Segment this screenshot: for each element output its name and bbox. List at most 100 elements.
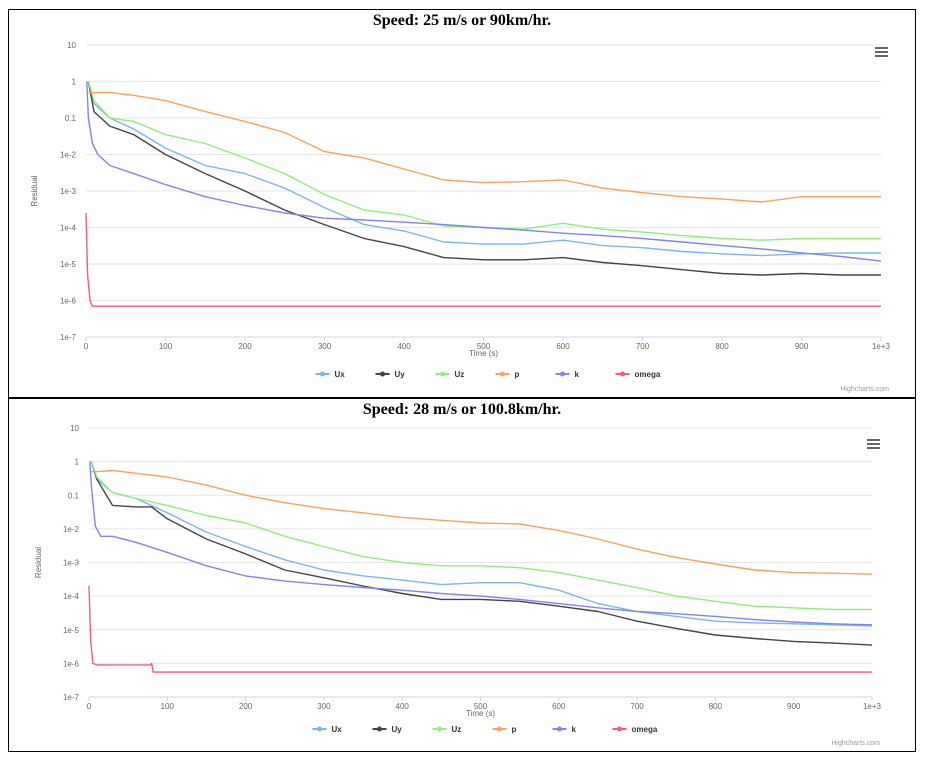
legend-label: p <box>512 725 517 734</box>
x-tick-label: 600 <box>556 342 570 351</box>
legend-label: omega <box>632 725 658 734</box>
legend-label: Uz <box>452 725 462 734</box>
x-tick-label: 100 <box>161 702 175 711</box>
series-line-k[interactable] <box>89 461 873 626</box>
y-tick-label: 1e-7 <box>60 333 77 342</box>
credits-link[interactable]: Highcharts.com <box>831 740 880 747</box>
hamburger-menu-icon[interactable] <box>875 47 888 57</box>
series-line-ux[interactable] <box>90 461 873 627</box>
y-tick-label: 1e-3 <box>63 559 80 568</box>
x-tick-label: 300 <box>317 702 331 711</box>
legend-swatch-marker <box>377 726 382 732</box>
y-tick-label: 1 <box>72 78 77 87</box>
x-tick-label: 1e+3 <box>872 342 891 351</box>
series-line-omega[interactable] <box>85 212 881 307</box>
x-tick-label: 400 <box>397 342 411 351</box>
x-tick-label: 200 <box>239 702 253 711</box>
legend-item-ux[interactable]: Ux <box>315 370 346 379</box>
legend-item-omega[interactable]: omega <box>615 370 661 379</box>
x-tick-label: 700 <box>636 342 650 351</box>
x-tick-label: 1e+3 <box>863 702 882 711</box>
x-tick-label: 900 <box>787 702 801 711</box>
residual-chart-2: 10 1 0.1 1e-2 1e-3 1e-4 1e-5 1e-6 1e-7 0 100 200 300… <box>34 424 882 747</box>
legend-label: Uz <box>455 370 465 379</box>
y-tick-label: 1e-6 <box>60 297 77 306</box>
legend-label: omega <box>635 370 661 379</box>
hamburger-menu-icon[interactable] <box>867 439 880 449</box>
y-tick-label: 0.1 <box>68 491 80 500</box>
legend-swatch-marker <box>557 726 562 732</box>
chart-title-2: Speed: 28 m/s or 100.8km/hr. <box>362 401 562 418</box>
y-tick-label: 1e-6 <box>63 659 80 668</box>
legend-swatch-marker <box>440 371 445 377</box>
series-line-uy[interactable] <box>87 81 881 276</box>
chart-title-1: Speed: 25 m/s or 90km/hr. <box>372 12 552 29</box>
y-tick-label: 1e-3 <box>60 187 77 196</box>
legend-swatch-marker <box>497 726 502 732</box>
x-tick-label: 600 <box>552 702 566 711</box>
y-tick-label: 1e-4 <box>60 224 77 233</box>
x-tick-label: 900 <box>795 342 809 351</box>
legend-label: Uy <box>395 370 406 379</box>
y-tick-label: 10 <box>70 424 79 433</box>
y-tick-label: 1e-5 <box>63 626 80 635</box>
legend-item-omega[interactable]: omega <box>612 725 658 734</box>
y-tick-label: 1e-2 <box>60 151 77 160</box>
y-tick-label: 1e-4 <box>63 592 80 601</box>
x-tick-label: 200 <box>238 342 252 351</box>
legend-item-uy[interactable]: Uy <box>375 370 406 379</box>
legend-item-p[interactable]: p <box>492 725 517 734</box>
chart-panel-1: Speed: 25 m/s or 90km/hr. 10 1 0.1 1e-2 1e-3… <box>8 9 916 398</box>
legend-swatch-marker <box>437 726 442 732</box>
series-line-p[interactable] <box>88 91 881 203</box>
legend-item-ux[interactable]: Ux <box>312 725 343 734</box>
legend-label: Ux <box>335 370 346 379</box>
legend-item-uy[interactable]: Uy <box>372 725 403 734</box>
legend-item-k[interactable]: k <box>552 725 577 734</box>
y-tick-label: 1 <box>75 458 80 467</box>
legend-label: k <box>575 370 580 379</box>
series-line-p[interactable] <box>91 469 873 575</box>
legend-swatch-marker <box>620 371 625 377</box>
y-tick-label: 1e-2 <box>63 525 80 534</box>
x-tick-label: 700 <box>630 702 644 711</box>
x-tick-label: 500 <box>477 342 491 351</box>
y-axis-title: Residual <box>30 175 39 206</box>
x-tick-label: 100 <box>159 342 173 351</box>
x-tick-label: 800 <box>709 702 723 711</box>
x-tick-label: 800 <box>715 342 729 351</box>
x-tick-label: 0 <box>87 702 92 711</box>
y-tick-label: 1e-5 <box>60 260 77 269</box>
credits-link[interactable]: Highcharts.com <box>840 386 889 393</box>
x-tick-label: 0 <box>84 342 89 351</box>
legend-swatch-marker <box>380 371 385 377</box>
legend-swatch-marker <box>617 726 622 732</box>
x-tick-label: 300 <box>318 342 332 351</box>
y-tick-label: 10 <box>67 41 76 50</box>
series-line-k[interactable] <box>86 81 882 262</box>
x-tick-label: 500 <box>474 702 488 711</box>
y-tick-label: 1e-7 <box>63 693 80 702</box>
legend-swatch-marker <box>320 371 325 377</box>
x-axis-title: Time (s) <box>466 709 495 718</box>
series-line-uy[interactable] <box>90 461 873 646</box>
legend-item-k[interactable]: k <box>555 370 580 379</box>
series-line-uz[interactable] <box>90 461 872 611</box>
series-line-omega[interactable] <box>88 585 872 673</box>
chart-panel-2: Speed: 28 m/s or 100.8km/hr. 10 1 0.1 1e-2 1… <box>8 398 916 752</box>
x-axis-title: Time (s) <box>469 349 498 358</box>
legend-swatch-marker <box>317 726 322 732</box>
legend-item-p[interactable]: p <box>495 370 520 379</box>
series-line-uz[interactable] <box>87 81 881 241</box>
legend-item-uz[interactable]: Uz <box>435 370 465 379</box>
legend-swatch-marker <box>560 371 565 377</box>
legend-item-uz[interactable]: Uz <box>432 725 462 734</box>
legend-swatch-marker <box>500 371 505 377</box>
series-line-ux[interactable] <box>87 81 881 257</box>
legend-label: p <box>515 370 520 379</box>
y-tick-label: 0.1 <box>65 114 77 123</box>
x-tick-label: 400 <box>396 702 410 711</box>
legend-label: k <box>572 725 577 734</box>
legend-label: Uy <box>392 725 403 734</box>
legend-label: Ux <box>332 725 343 734</box>
